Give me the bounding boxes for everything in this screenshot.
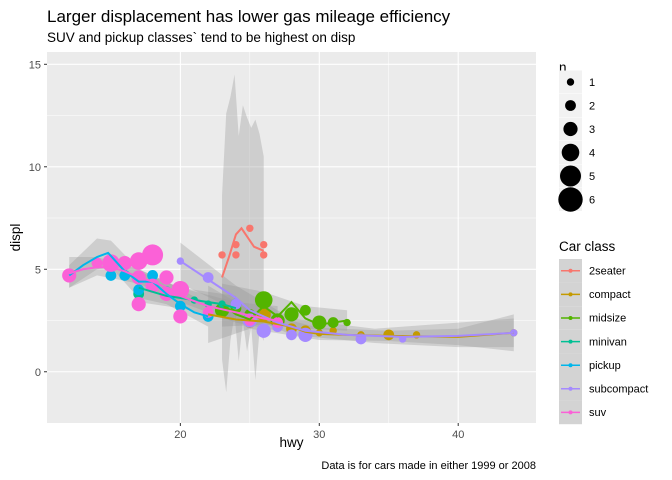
size-legend: n 1 2 3 4 5 6 — [558, 60, 595, 212]
point-suv — [159, 270, 174, 285]
smooth-line-2seater — [221, 226, 265, 278]
grid-lines — [47, 52, 536, 423]
size-legend-label: 4 — [589, 148, 595, 160]
plot-panel — [47, 52, 536, 423]
point-subcompact — [286, 329, 297, 341]
x-axis-title: hwy — [279, 435, 303, 450]
color-legend-label: midsize — [589, 313, 626, 325]
color-legend-label: suv — [589, 407, 607, 419]
point-pickup — [105, 270, 117, 281]
point-2seater — [232, 251, 240, 259]
size-legend-key — [558, 187, 583, 212]
color-legend-key-dot — [568, 386, 573, 391]
smooth-line-midsize — [221, 300, 348, 326]
color-legend-label: pickup — [589, 360, 621, 372]
x-axis: 20 30 40 — [174, 423, 464, 441]
smooth-lines — [68, 226, 514, 338]
smooth-line-subcompact — [179, 260, 514, 338]
point-pickup — [174, 300, 186, 312]
point-midsize — [284, 307, 299, 322]
point-subcompact — [510, 329, 518, 337]
size-legend-label: 5 — [589, 171, 595, 183]
color-legend-key-dot — [568, 410, 573, 415]
y-tick-label: 10 — [29, 162, 41, 174]
point-midsize — [254, 291, 273, 309]
point-2seater — [260, 251, 268, 259]
smooth-line-suv — [68, 266, 278, 322]
point-pickup — [147, 270, 158, 281]
y-axis-title: displ — [8, 224, 23, 252]
point-subcompact — [256, 323, 271, 338]
chart-caption: Data is for cars made in either 1999 or … — [321, 460, 536, 472]
size-legend-key — [561, 143, 580, 162]
chart-subtitle: SUV and pickup classes` tend to be highe… — [47, 30, 355, 45]
color-legend-key-dot — [568, 339, 573, 344]
point-compact — [383, 329, 395, 341]
point-suv — [117, 256, 132, 271]
color-legend-label: compact — [589, 289, 631, 301]
size-legend-label: 1 — [589, 77, 595, 89]
y-tick-label: 5 — [35, 264, 41, 276]
size-legend-key — [566, 78, 575, 86]
point-suv — [142, 244, 164, 266]
color-legend-label: 2seater — [589, 266, 626, 278]
size-legend-key — [560, 165, 581, 187]
size-legend-key — [563, 121, 578, 137]
color-legend-key-dot — [568, 292, 573, 297]
point-midsize — [312, 315, 327, 330]
point-2seater — [260, 240, 268, 249]
color-legend-label: subcompact — [589, 384, 648, 396]
x-tick-label: 30 — [313, 429, 325, 441]
color-legend-title: Car class — [559, 239, 616, 254]
point-pickup — [133, 284, 145, 296]
size-legend-label: 6 — [589, 195, 595, 207]
point-2seater — [218, 251, 226, 259]
point-2seater — [246, 224, 254, 232]
smooth-line-pickup — [68, 251, 209, 318]
x-tick-label: 40 — [452, 429, 464, 441]
color-legend: Car class 2seater compact midsize minivan pi… — [559, 239, 648, 425]
point-suv — [131, 297, 146, 312]
color-legend-key-dot — [568, 268, 573, 273]
color-legend-key-dot — [568, 363, 573, 368]
color-legend-key-dot — [568, 316, 573, 320]
y-axis: 0 5 10 15 — [29, 59, 47, 379]
point-midsize — [299, 304, 311, 316]
size-legend-key — [565, 100, 576, 111]
y-tick-label: 15 — [29, 59, 41, 71]
size-legend-label: 2 — [589, 101, 595, 113]
x-tick-label: 20 — [174, 429, 186, 441]
band-compact — [208, 285, 514, 352]
y-tick-label: 0 — [35, 367, 41, 379]
color-legend-label: minivan — [589, 336, 627, 348]
size-legend-label: 3 — [589, 124, 595, 136]
size-legend-title: n — [559, 60, 567, 75]
point-suv — [91, 257, 103, 269]
point-suv — [173, 309, 188, 324]
chart-title: Larger displacement has lower gas mileag… — [47, 7, 451, 26]
